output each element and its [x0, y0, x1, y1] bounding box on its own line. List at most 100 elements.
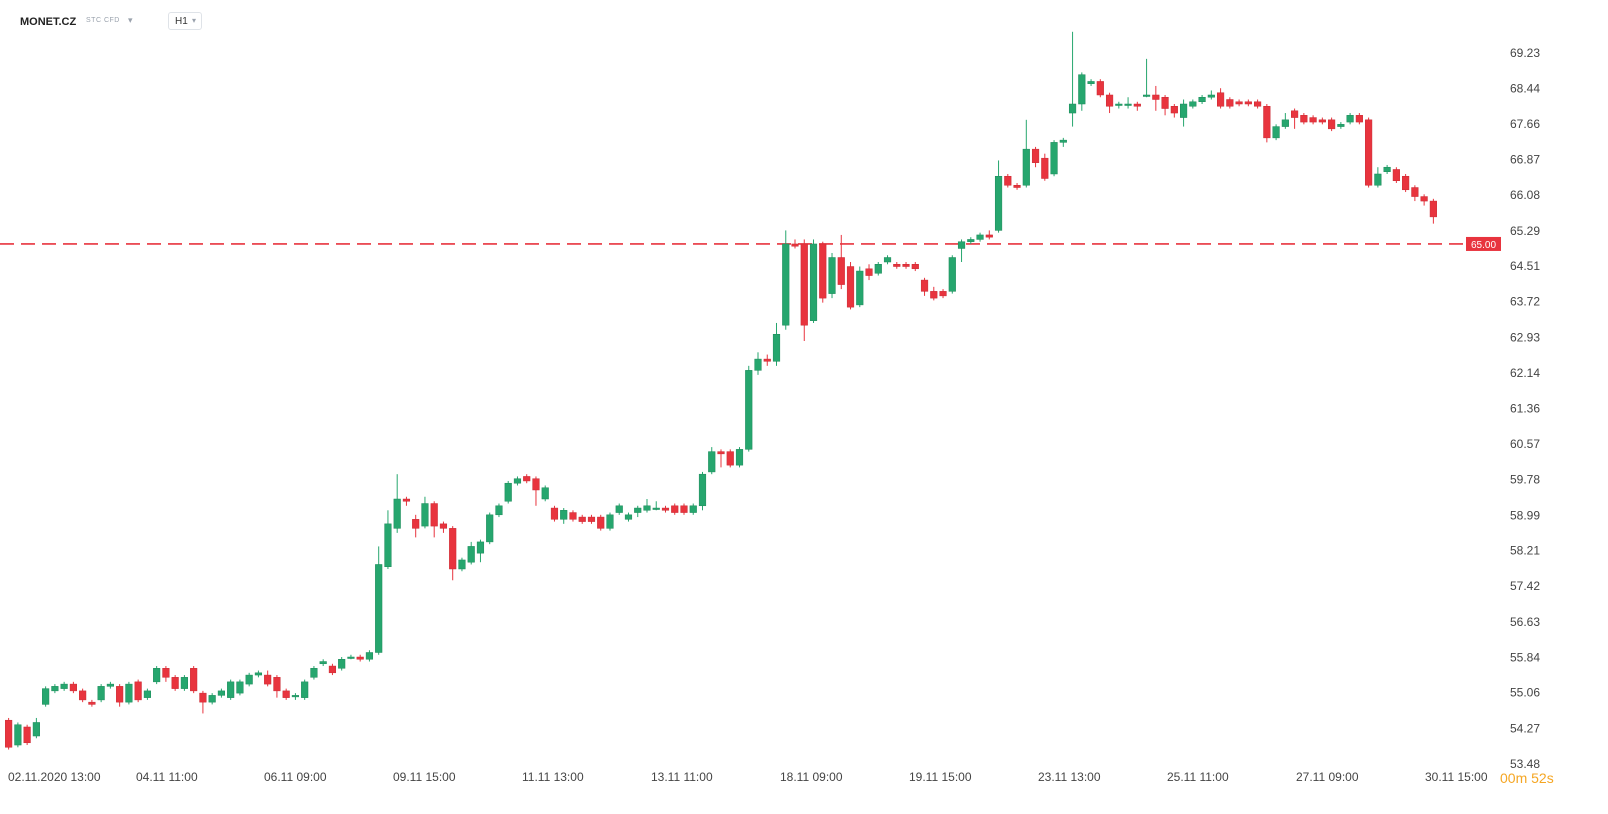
candle-down[interactable]: [88, 701, 96, 705]
candle-up[interactable]: [32, 722, 40, 737]
candle-down[interactable]: [680, 505, 688, 513]
candle-down[interactable]: [1235, 101, 1243, 105]
candle-down[interactable]: [1161, 96, 1169, 109]
candle-down[interactable]: [1355, 115, 1363, 123]
candle-down[interactable]: [985, 234, 993, 238]
candle-down[interactable]: [79, 690, 87, 701]
candle-up[interactable]: [708, 451, 716, 473]
candle-up[interactable]: [476, 541, 485, 554]
candle-down[interactable]: [920, 279, 929, 292]
candle-up[interactable]: [319, 661, 327, 665]
candle-down[interactable]: [819, 243, 827, 299]
candle-down[interactable]: [199, 692, 207, 703]
candle-down[interactable]: [661, 507, 670, 511]
candle-down[interactable]: [717, 451, 725, 455]
candle-down[interactable]: [1096, 81, 1104, 96]
candle-down[interactable]: [1263, 106, 1271, 139]
candle-up[interactable]: [254, 672, 262, 676]
candle-up[interactable]: [513, 478, 522, 484]
candle-up[interactable]: [217, 690, 225, 696]
candle-up[interactable]: [153, 668, 161, 683]
candle-down[interactable]: [1226, 99, 1234, 107]
candle-up[interactable]: [754, 358, 762, 371]
candle-up[interactable]: [458, 559, 466, 570]
candle-up[interactable]: [365, 652, 374, 660]
candle-down[interactable]: [569, 512, 577, 520]
candle-down[interactable]: [837, 257, 845, 285]
candle-up[interactable]: [338, 659, 346, 669]
candle-down[interactable]: [282, 690, 290, 698]
candle-up[interactable]: [615, 505, 623, 513]
candle-up[interactable]: [1383, 166, 1391, 172]
candle-down[interactable]: [902, 264, 910, 267]
candle-up[interactable]: [856, 270, 864, 306]
candle-down[interactable]: [1328, 119, 1336, 130]
candle-up[interactable]: [97, 686, 105, 701]
candle-up[interactable]: [1374, 173, 1382, 186]
candle-up[interactable]: [375, 564, 383, 653]
candle-down[interactable]: [116, 686, 124, 703]
candle-down[interactable]: [449, 528, 457, 570]
candle-up[interactable]: [541, 487, 549, 500]
candle-down[interactable]: [1254, 101, 1262, 107]
candle-down[interactable]: [5, 719, 13, 748]
candle-down[interactable]: [865, 268, 873, 276]
candle-up[interactable]: [1087, 81, 1095, 84]
candle-up[interactable]: [301, 681, 309, 698]
candle-up[interactable]: [643, 505, 651, 511]
candle-up[interactable]: [1346, 115, 1354, 123]
candle-down[interactable]: [763, 358, 771, 362]
candle-down[interactable]: [726, 451, 734, 466]
chevron-down-icon[interactable]: ▾: [128, 15, 133, 25]
candle-up[interactable]: [1337, 124, 1345, 127]
candle-down[interactable]: [1004, 175, 1012, 186]
candle-up[interactable]: [624, 514, 633, 520]
candle-down[interactable]: [264, 674, 272, 685]
candle-down[interactable]: [587, 516, 596, 522]
candle-up[interactable]: [1180, 103, 1188, 118]
candle-up[interactable]: [1281, 119, 1289, 127]
candle-down[interactable]: [550, 507, 559, 520]
candle-up[interactable]: [994, 175, 1003, 231]
candle-up[interactable]: [486, 514, 494, 543]
candle-up[interactable]: [828, 257, 836, 294]
candle-up[interactable]: [1115, 103, 1123, 106]
candle-up[interactable]: [347, 656, 355, 659]
candle-up[interactable]: [495, 505, 503, 516]
candle-down[interactable]: [1429, 200, 1437, 218]
candle-up[interactable]: [504, 482, 512, 502]
candle-up[interactable]: [883, 257, 892, 263]
candle-down[interactable]: [1291, 110, 1299, 118]
candle-up[interactable]: [1059, 139, 1067, 143]
candle-up[interactable]: [208, 695, 216, 703]
candle-down[interactable]: [190, 668, 198, 692]
candle-down[interactable]: [162, 668, 170, 678]
candle-up[interactable]: [809, 243, 818, 321]
candle-down[interactable]: [846, 266, 855, 308]
candle-down[interactable]: [1133, 103, 1141, 107]
candle-down[interactable]: [412, 519, 420, 529]
candle-up[interactable]: [772, 333, 781, 362]
candle-up[interactable]: [1207, 94, 1215, 98]
candle-up[interactable]: [143, 690, 151, 698]
candle-up[interactable]: [467, 546, 475, 563]
candle-up[interactable]: [384, 523, 392, 567]
candle-up[interactable]: [421, 503, 429, 527]
candle-down[interactable]: [893, 264, 901, 267]
candle-up[interactable]: [606, 514, 614, 529]
candle-down[interactable]: [356, 656, 364, 660]
candle-up[interactable]: [652, 507, 660, 510]
candle-up[interactable]: [236, 681, 244, 694]
candle-up[interactable]: [560, 510, 568, 520]
candle-down[interactable]: [1420, 196, 1428, 202]
candle-down[interactable]: [402, 498, 411, 502]
candle-down[interactable]: [69, 683, 77, 692]
candle-up[interactable]: [1124, 103, 1132, 106]
candle-down[interactable]: [1300, 115, 1308, 123]
candle-up[interactable]: [14, 724, 22, 746]
candle-up[interactable]: [735, 449, 744, 466]
candle-up[interactable]: [125, 683, 133, 703]
candle-up[interactable]: [634, 507, 642, 513]
candle-down[interactable]: [800, 243, 808, 326]
